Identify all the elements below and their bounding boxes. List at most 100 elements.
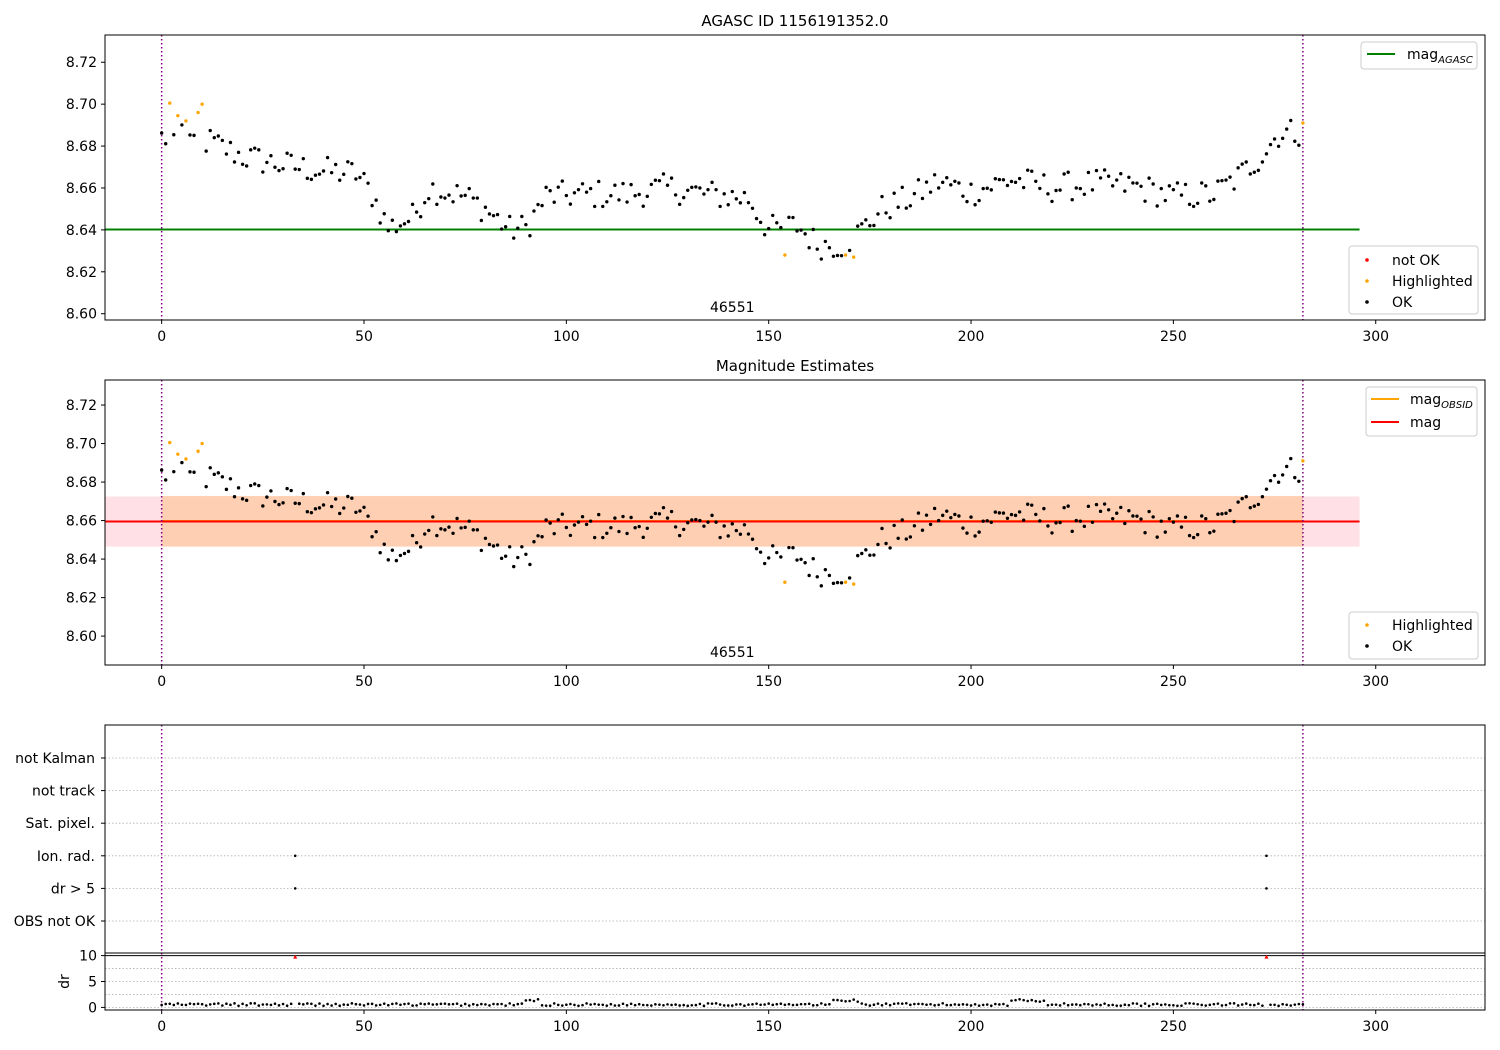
ok-point [1013,180,1018,185]
dr-point [1002,1002,1005,1006]
dr-point [791,1003,795,1007]
dr-point [1042,999,1046,1003]
ok-point [475,528,480,532]
dr-point [593,1002,596,1006]
dr-point [1196,1002,1199,1006]
ok-point [896,205,900,209]
dr-point [301,1003,305,1006]
dr-point [1257,1002,1260,1006]
dr-point [1070,1003,1074,1006]
ok-point [1098,176,1103,180]
dr-point [415,1004,418,1007]
ok-point [1244,494,1248,499]
ok-point [479,548,484,553]
dr-point [508,1002,511,1005]
dr-point [613,1004,617,1007]
ok-point [888,546,892,550]
ok-point [520,214,524,219]
ok-point [1086,504,1091,509]
ok-point [277,168,281,173]
x-tick-label: 300 [1362,1019,1389,1035]
ok-point [847,576,852,580]
dr-point [1062,1002,1066,1005]
ok-point [989,188,993,192]
ok-point [576,187,581,192]
ok-point [928,190,933,194]
ok-point [815,575,819,579]
ok-point [309,510,314,515]
flag-point [293,854,297,858]
highlighted-point [200,441,204,446]
dr-point [1079,1003,1082,1007]
dr-point [848,999,851,1003]
dr-point [1159,1003,1163,1007]
x-tick-label: 150 [755,1019,782,1035]
ok-point [730,522,734,526]
ok-point [779,555,783,559]
dr-point [403,1002,406,1006]
dr-point [625,1004,629,1007]
legend-marker [1365,300,1369,304]
dr-point [730,1004,734,1007]
ok-point [560,179,565,183]
dr-point [755,1002,758,1005]
ok-point [354,177,358,181]
dr-point [771,1003,775,1007]
ok-point [1268,142,1273,147]
ok-point [734,528,739,533]
ok-point [580,182,585,186]
ok-point [273,499,277,504]
ok-point [1195,532,1200,537]
dr-point [807,1002,811,1006]
ok-point [961,526,965,530]
ok-point [665,183,670,187]
dr-point [548,1004,552,1008]
dr-point [726,1004,730,1007]
ok-point [495,212,500,217]
dr-point [815,1003,819,1007]
ok-point [629,182,633,187]
dr-point [1143,1002,1147,1005]
ok-point [305,510,310,514]
ok-point [281,166,285,171]
dr-point [864,1003,868,1006]
ok-point [1135,181,1139,185]
dr-point [338,1004,342,1007]
ok-point [289,488,293,493]
ok-point [762,233,767,237]
x-tick-label: 50 [355,1019,373,1035]
ok-point [321,503,326,507]
dr-point [945,1003,949,1007]
ok-point [313,173,318,177]
ok-point [876,212,880,216]
ok-point [265,160,269,165]
ok-point [673,193,678,197]
ok-point [1082,192,1087,196]
dr-point [1240,1003,1244,1006]
dr-point [840,999,843,1002]
ok-point [1228,175,1232,179]
dr-point [577,1004,580,1008]
dr-point [913,1002,916,1006]
ok-point [552,531,556,536]
dr-point [370,1002,374,1006]
dr-point [921,1002,924,1006]
dr-point [799,1002,803,1006]
highlighted-point [783,253,787,257]
dr-point [803,1002,807,1006]
ok-point [750,206,755,211]
ok-point [605,531,609,535]
dr-point [678,1004,681,1007]
dr-point [929,1002,932,1006]
ok-point [835,580,840,585]
ok-point [920,196,925,201]
ok-point [159,131,164,135]
dr-point [366,1002,370,1006]
dr-point [180,1003,184,1007]
dr-point [714,1002,718,1005]
dr-point [1147,1004,1151,1008]
dr-point [666,1003,669,1006]
ok-point [738,532,743,536]
ok-point [439,195,443,199]
ok-point [746,532,751,536]
